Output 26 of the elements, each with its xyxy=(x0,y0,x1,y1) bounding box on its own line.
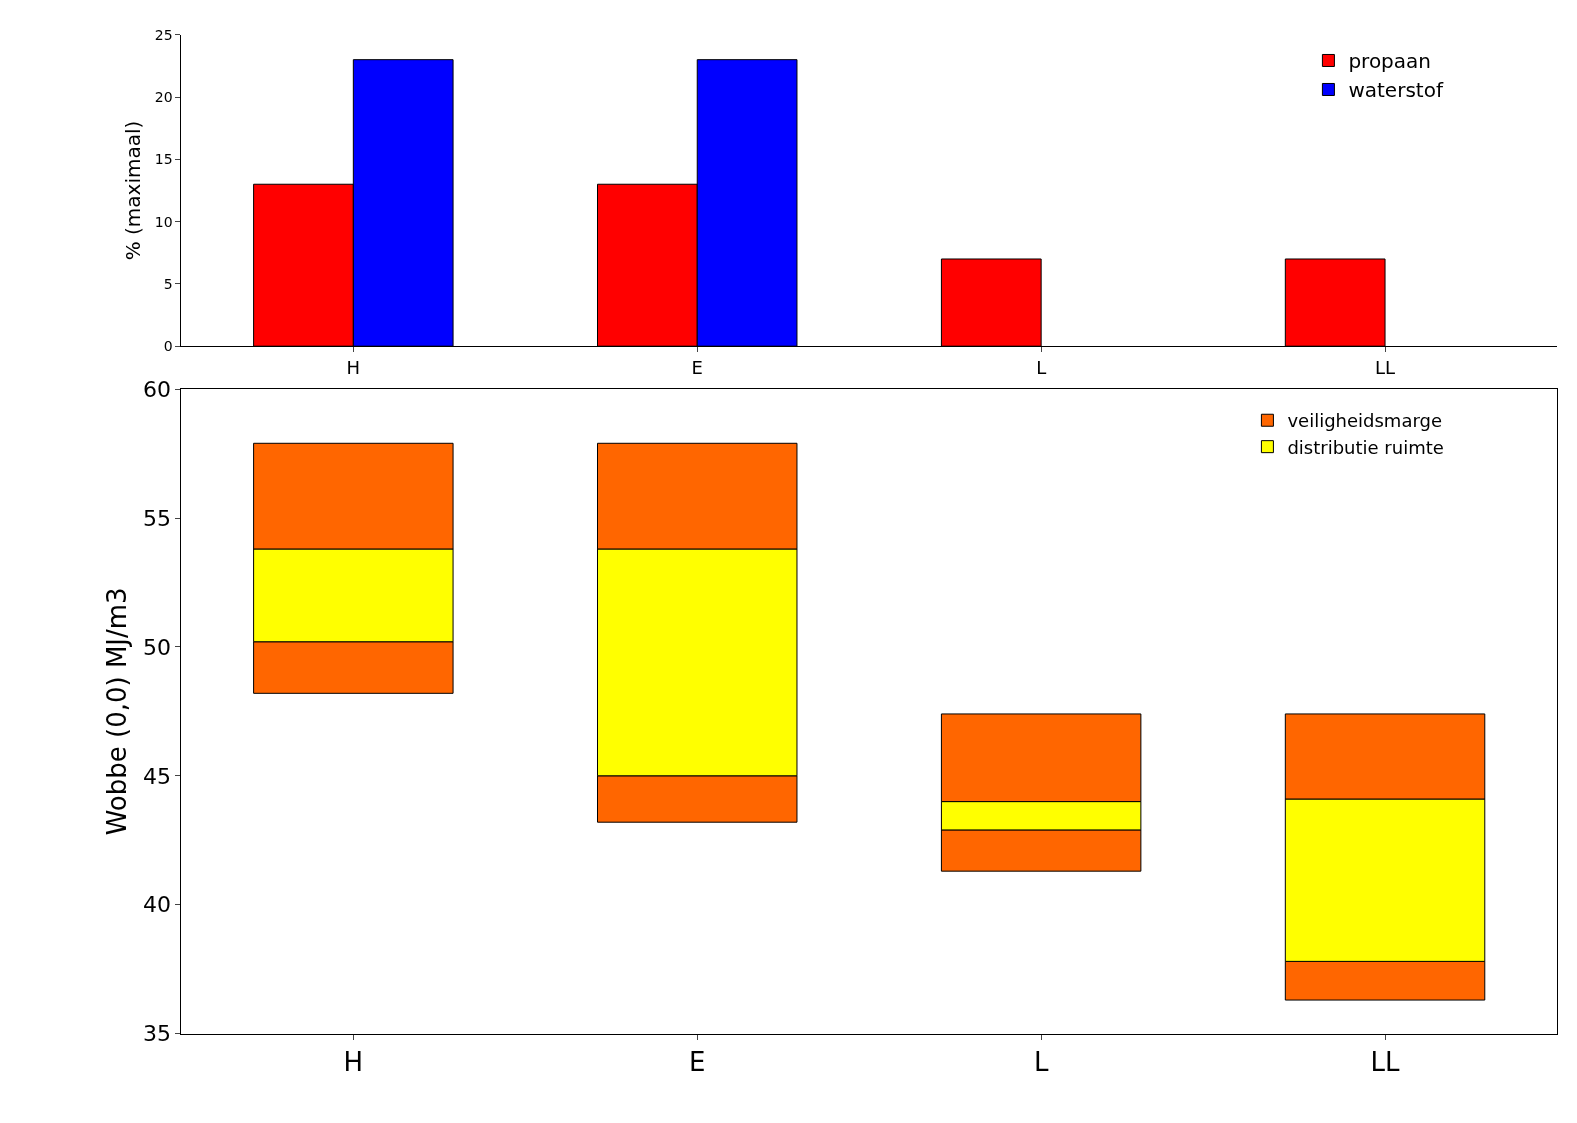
legend-label: propaan xyxy=(1348,49,1432,74)
y-tick-label: 50 xyxy=(142,634,171,660)
y-tick-label: 25 xyxy=(154,26,173,43)
y-tick-label: 20 xyxy=(154,88,173,105)
x-tick-label: L xyxy=(1033,1046,1049,1077)
y-tick-label: 45 xyxy=(142,763,171,789)
legend-label: distributie ruimte xyxy=(1287,436,1444,458)
x-tick-label: E xyxy=(691,356,703,378)
y-tick-label: 15 xyxy=(154,151,173,168)
legend-label: waterstof xyxy=(1348,78,1444,103)
y-tick-label: 60 xyxy=(142,376,171,402)
x-tick-label: H xyxy=(346,356,361,378)
x-tick-label: L xyxy=(1036,356,1047,378)
y-tick-label: 40 xyxy=(142,892,171,918)
x-tick-label: LL xyxy=(1375,356,1396,378)
y-tick-label: 35 xyxy=(142,1021,171,1047)
y-tick-label: 5 xyxy=(163,275,173,292)
x-tick-label: H xyxy=(343,1046,364,1077)
x-tick-label: E xyxy=(689,1046,706,1077)
x-tick-label: LL xyxy=(1370,1046,1401,1077)
y-axis-title: % (maximaal) xyxy=(121,120,146,261)
legend-label: veiligheidsmarge xyxy=(1287,410,1442,432)
y-tick-label: 10 xyxy=(154,213,173,230)
y-tick-label: 55 xyxy=(142,505,171,531)
y-axis-title: Wobbe (0,0) MJ/m3 xyxy=(102,587,133,836)
y-tick-label: 0 xyxy=(163,338,173,355)
